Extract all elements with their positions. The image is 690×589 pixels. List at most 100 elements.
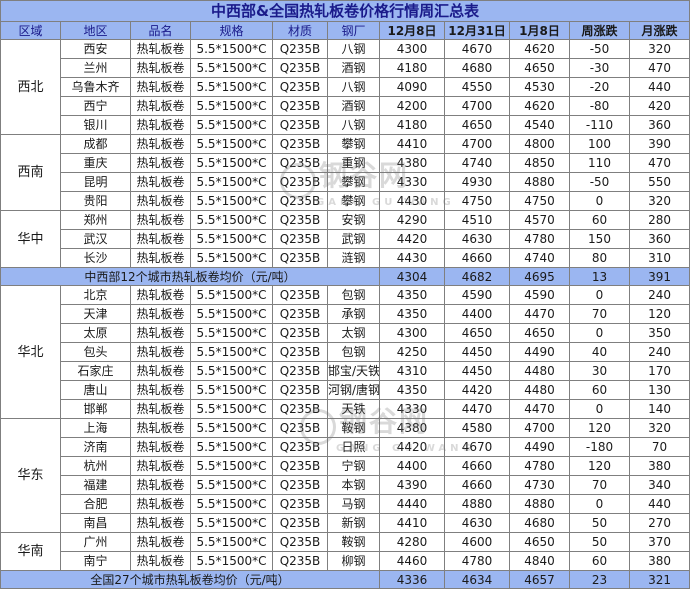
region-cell: 华中	[0, 210, 61, 268]
grade-cell: Q235B	[272, 342, 328, 362]
grade-cell: Q235B	[272, 380, 328, 400]
avg-dec31-cell: 4682	[444, 267, 510, 286]
week-change-cell: 120	[569, 456, 630, 476]
price-dec8-cell: 4330	[379, 399, 445, 419]
product-cell: 热轧板卷	[130, 153, 191, 173]
product-cell: 热轧板卷	[130, 437, 191, 457]
grade-cell: Q235B	[272, 361, 328, 381]
price-jan8-cell: 4780	[509, 456, 570, 476]
price-dec8-cell: 4180	[379, 115, 445, 135]
product-cell: 热轧板卷	[130, 285, 191, 305]
spec-cell: 5.5*1500*C	[190, 58, 273, 78]
month-change-cell: 470	[628, 153, 690, 173]
price-jan8-cell: 4490	[509, 342, 570, 362]
city-cell: 西安	[60, 39, 131, 59]
product-cell: 热轧板卷	[130, 304, 191, 324]
city-cell: 福建	[60, 475, 131, 495]
price-dec8-cell: 4310	[379, 361, 445, 381]
city-cell: 昆明	[60, 172, 131, 192]
price-dec31-cell: 4670	[444, 39, 510, 59]
table-row: 包头 热轧板卷 5.5*1500*C Q235B 包钢 4250 4450 4490 40 240	[1, 342, 690, 362]
price-dec8-cell: 4200	[379, 96, 445, 116]
grade-cell: Q235B	[272, 323, 328, 343]
month-change-cell: 360	[628, 115, 690, 135]
price-dec31-cell: 4780	[444, 551, 510, 571]
month-change-cell: 340	[628, 475, 690, 495]
price-dec8-cell: 4330	[379, 172, 445, 192]
spec-cell: 5.5*1500*C	[190, 229, 273, 249]
column-header: 区域	[0, 21, 61, 40]
price-dec31-cell: 4420	[444, 380, 510, 400]
mill-cell: 包钢	[327, 285, 380, 305]
price-dec8-cell: 4300	[379, 323, 445, 343]
price-dec8-cell: 4290	[379, 210, 445, 230]
price-dec31-cell: 4590	[444, 285, 510, 305]
price-jan8-cell: 4470	[509, 304, 570, 324]
week-change-cell: -50	[569, 39, 630, 59]
week-change-cell: -30	[569, 58, 630, 78]
month-change-cell: 140	[628, 399, 690, 419]
price-jan8-cell: 4740	[509, 248, 570, 268]
average-label: 中西部12个城市热轧板卷均价（元/吨）	[0, 267, 380, 286]
product-cell: 热轧板卷	[130, 77, 191, 97]
column-header: 月涨跌	[628, 21, 690, 40]
grade-cell: Q235B	[272, 399, 328, 419]
spec-cell: 5.5*1500*C	[190, 361, 273, 381]
mill-cell: 承钢	[327, 304, 380, 324]
grade-cell: Q235B	[272, 191, 328, 211]
city-cell: 邯郸	[60, 399, 131, 419]
mill-cell: 鞍钢	[327, 418, 380, 438]
spec-cell: 5.5*1500*C	[190, 342, 273, 362]
table-row: 武汉 热轧板卷 5.5*1500*C Q235B 武钢 4420 4630 4780 150 36…	[1, 229, 690, 249]
product-cell: 热轧板卷	[130, 323, 191, 343]
grade-cell: Q235B	[272, 475, 328, 495]
spec-cell: 5.5*1500*C	[190, 77, 273, 97]
region-cell: 华北	[0, 285, 61, 419]
week-change-cell: 70	[569, 304, 630, 324]
table-title: 中西部&全国热轧板卷价格行情周汇总表	[0, 0, 690, 22]
price-jan8-cell: 4840	[509, 551, 570, 571]
price-dec8-cell: 4390	[379, 475, 445, 495]
month-change-cell: 120	[628, 304, 690, 324]
table-row: 济南 热轧板卷 5.5*1500*C Q235B 日照 4420 4670 4490 -180 7…	[1, 437, 690, 457]
price-dec31-cell: 4660	[444, 456, 510, 476]
price-jan8-cell: 4880	[509, 494, 570, 514]
spec-cell: 5.5*1500*C	[190, 39, 273, 59]
grade-cell: Q235B	[272, 115, 328, 135]
week-change-cell: 100	[569, 134, 630, 154]
price-dec8-cell: 4180	[379, 58, 445, 78]
week-change-cell: 0	[569, 285, 630, 305]
price-dec31-cell: 4750	[444, 191, 510, 211]
week-change-cell: 60	[569, 551, 630, 571]
table-row: 福建 热轧板卷 5.5*1500*C Q235B 本钢 4390 4660 4730 70 340	[1, 475, 690, 495]
price-jan8-cell: 4480	[509, 361, 570, 381]
week-change-cell: 0	[569, 399, 630, 419]
mill-cell: 天铁	[327, 399, 380, 419]
avg-month-change-cell: 391	[628, 267, 690, 286]
month-change-cell: 370	[628, 532, 690, 552]
week-change-cell: 40	[569, 342, 630, 362]
product-cell: 热轧板卷	[130, 532, 191, 552]
price-dec31-cell: 4670	[444, 437, 510, 457]
mill-cell: 攀钢	[327, 172, 380, 192]
avg-dec31-cell: 4634	[444, 570, 510, 589]
week-change-cell: 0	[569, 191, 630, 211]
average-row: 全国27个城市热轧板卷均价（元/吨） 4336 4634 4657 23 321	[0, 570, 690, 589]
product-cell: 热轧板卷	[130, 456, 191, 476]
price-dec8-cell: 4280	[379, 532, 445, 552]
grade-cell: Q235B	[272, 532, 328, 552]
city-cell: 银川	[60, 115, 131, 135]
month-change-cell: 550	[628, 172, 690, 192]
mill-cell: 八钢	[327, 77, 380, 97]
price-dec8-cell: 4420	[379, 437, 445, 457]
price-jan8-cell: 4780	[509, 229, 570, 249]
month-change-cell: 380	[628, 456, 690, 476]
week-change-cell: -50	[569, 172, 630, 192]
week-change-cell: 80	[569, 248, 630, 268]
week-change-cell: 0	[569, 494, 630, 514]
price-dec31-cell: 4650	[444, 323, 510, 343]
avg-week-change-cell: 23	[569, 570, 630, 589]
price-dec8-cell: 4420	[379, 229, 445, 249]
product-cell: 热轧板卷	[130, 513, 191, 533]
